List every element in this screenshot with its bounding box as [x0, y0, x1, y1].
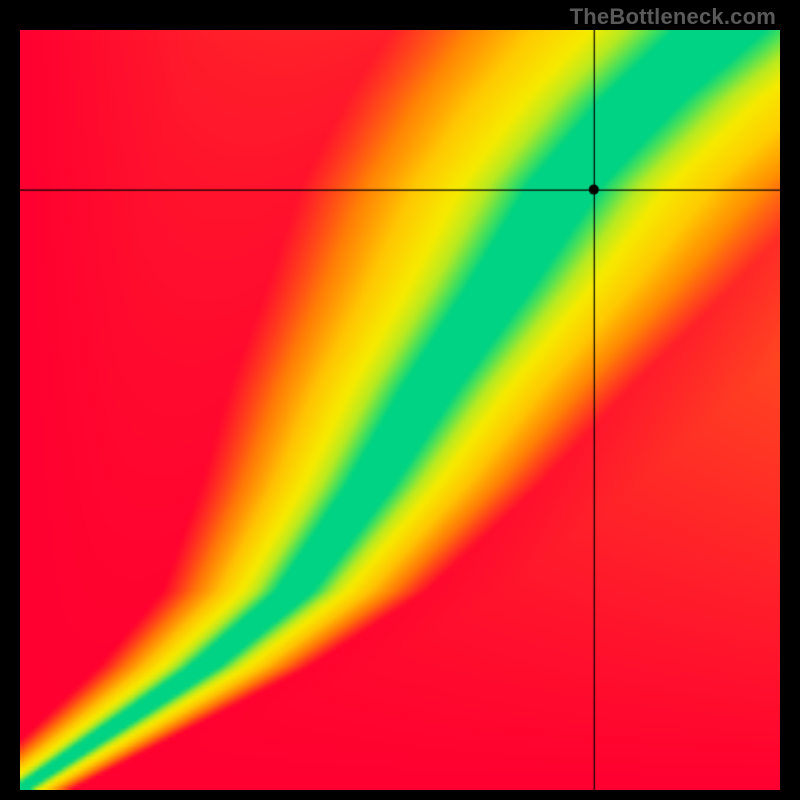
chart-container: TheBottleneck.com — [0, 0, 800, 800]
crosshair-overlay — [20, 30, 780, 790]
watermark-label: TheBottleneck.com — [570, 4, 776, 30]
plot-area — [20, 30, 780, 790]
